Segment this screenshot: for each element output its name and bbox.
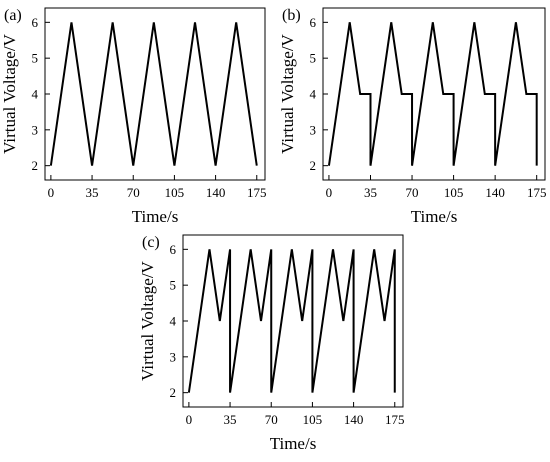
x-tick-label: 0 (186, 412, 193, 427)
x-tick-label: 0 (326, 185, 333, 200)
x-axis-label: Time/s (132, 207, 179, 226)
y-tick-label: 2 (170, 385, 177, 400)
series-line-1 (49, 22, 258, 166)
series-line-1 (187, 249, 396, 393)
y-tick-label: 5 (170, 278, 177, 293)
x-tick-label: 70 (127, 185, 140, 200)
x-tick-label: 35 (86, 185, 99, 200)
y-tick-label: 5 (32, 51, 39, 66)
y-tick-label: 5 (310, 51, 317, 66)
x-axis-label: Time/s (411, 207, 458, 226)
x-tick-label: 175 (247, 185, 267, 200)
y-tick-label: 2 (32, 158, 39, 173)
y-tick-label: 3 (32, 122, 39, 137)
y-tick-label: 3 (170, 349, 177, 364)
x-tick-label: 105 (303, 412, 323, 427)
x-tick-label: 0 (48, 185, 55, 200)
chart-panel-3: 0 35 70 105 140 175 2 3 4 5 6 Time/s Virtual Voltage… (138, 234, 405, 453)
y-axis-label: Virtual Voltage/V (278, 33, 297, 153)
chart-panel-2: 0 35 70 105 140 175 2 3 4 5 6 Time/s Virtual Voltage… (278, 7, 546, 226)
x-tick-label: 140 (485, 185, 505, 200)
x-tick-label: 70 (265, 412, 278, 427)
x-tick-label: 175 (527, 185, 547, 200)
y-tick-label: 4 (170, 314, 177, 329)
x-tick-label: 140 (206, 185, 226, 200)
y-tick-label: 4 (310, 87, 317, 102)
x-tick-label: 105 (444, 185, 464, 200)
x-tick-label: 105 (165, 185, 185, 200)
panel-label: (b) (282, 7, 301, 24)
x-tick-label: 35 (224, 412, 237, 427)
y-axis-label: Virtual Voltage/V (0, 33, 19, 153)
y-axis-label: Virtual Voltage/V (138, 260, 157, 380)
x-axis-label: Time/s (270, 434, 317, 453)
y-tick-label: 6 (32, 15, 39, 30)
y-tick-label: 3 (310, 122, 317, 137)
x-tick-label: 175 (385, 412, 405, 427)
y-tick-label: 6 (310, 15, 317, 30)
y-tick-label: 2 (310, 158, 317, 173)
panel-label: (c) (142, 234, 160, 251)
panel-label: (a) (4, 7, 22, 24)
chart-panel-1: 0 35 70 105 140 175 2 3 4 5 6 Time/s Virtual Voltage… (0, 7, 267, 226)
series-line-1 (327, 22, 538, 166)
x-tick-label: 70 (406, 185, 419, 200)
x-tick-label: 140 (344, 412, 364, 427)
y-tick-label: 4 (32, 87, 39, 102)
x-tick-label: 35 (364, 185, 377, 200)
y-tick-label: 6 (170, 242, 177, 257)
